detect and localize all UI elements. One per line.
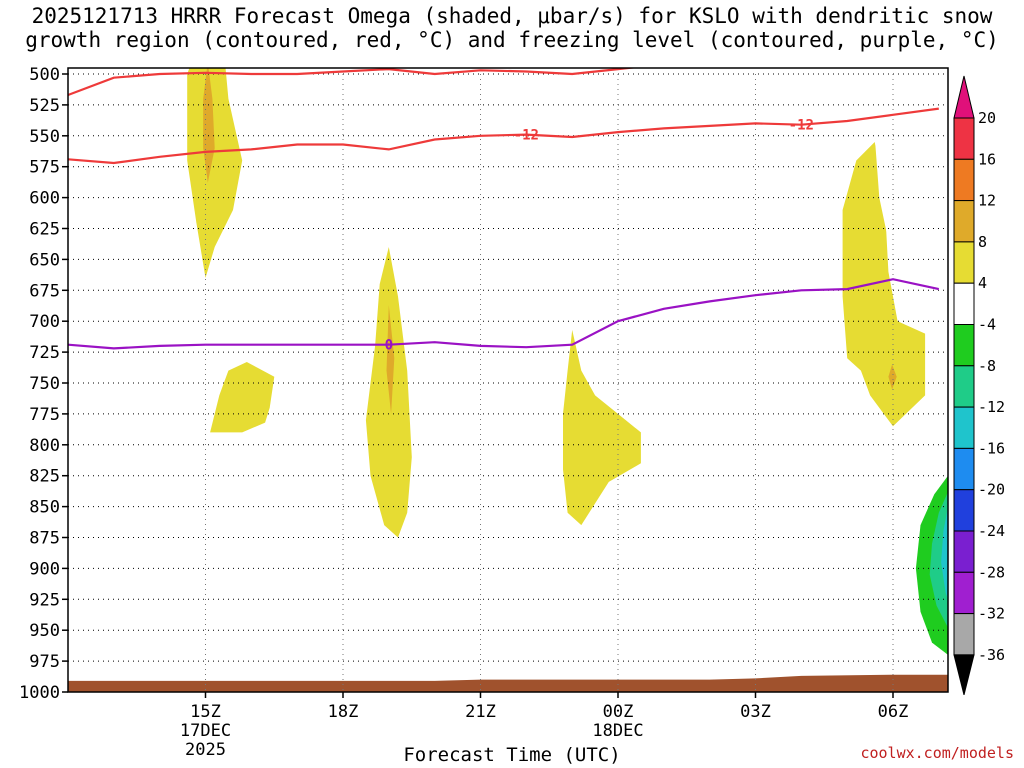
y-tick-label-650: 650 <box>29 250 60 270</box>
dgz-label-1-text: -12 <box>514 128 539 144</box>
watermark: coolwx.com/models <box>860 744 1014 762</box>
x-tick-label-03Z: 03Z <box>740 702 771 722</box>
colorbar-bin--28--24 <box>953 530 975 573</box>
colorbar-bin--32--28 <box>953 571 975 615</box>
colorbar-over-arrow <box>953 75 975 119</box>
omega-region-8 <box>737 104 774 328</box>
colorbar-bin-16-20 <box>953 117 975 160</box>
colorbar-label--28: -28 <box>978 563 1005 581</box>
y-tick-label-950: 950 <box>29 621 60 641</box>
colorbar-under-arrow <box>953 654 975 696</box>
x-tick-date-15Z: 17DEC <box>180 721 231 741</box>
freezing-level-label-text: 0 <box>385 338 393 354</box>
colorbar-label--20: -20 <box>978 481 1005 499</box>
colorbar-bin--36--32 <box>953 613 975 656</box>
colorbar-label-8: 8 <box>978 233 987 251</box>
y-tick-label-525: 525 <box>29 96 60 116</box>
omega-region-14 <box>929 491 948 628</box>
colorbar-label--8: -8 <box>978 357 996 375</box>
omega-region-1 <box>203 68 215 183</box>
omega-region-7 <box>563 329 641 526</box>
colorbar-label--4: -4 <box>978 316 996 334</box>
colorbar-bin-4-8 <box>953 241 975 284</box>
title-line-1: 2025121713 HRRR Forecast Omega (shaded, … <box>31 4 993 28</box>
x-tick-year-15Z: 2025 <box>185 740 226 760</box>
omega-region-12 <box>819 432 948 653</box>
colorbar-bin--8--4 <box>953 324 975 367</box>
colorbar-label-20: 20 <box>978 109 996 127</box>
y-tick-label-875: 875 <box>29 529 60 549</box>
dgz-label-1: -12 <box>514 128 539 144</box>
omega-region-2 <box>210 362 275 433</box>
title-line-2: growth region (contoured, red, °C) and f… <box>25 28 999 52</box>
colorbar-label-4: 4 <box>978 274 987 292</box>
y-tick-label-750: 750 <box>29 374 60 394</box>
y-tick-label-800: 800 <box>29 436 60 456</box>
dgz-label-2-text: -12 <box>789 118 814 134</box>
x-tick-date-00Z: 18DEC <box>592 721 643 741</box>
colorbar-label--36: -36 <box>978 646 1005 664</box>
omega-region-0 <box>187 68 243 278</box>
colorbar-label-12: 12 <box>978 192 996 210</box>
freezing-level-label: 0 <box>385 338 393 354</box>
x-tick-label-00Z: 00Z <box>603 702 634 722</box>
colorbar-label--12: -12 <box>978 398 1005 416</box>
colorbar-bin-12-16 <box>953 158 975 202</box>
colorbar-bin--4-4 <box>953 282 975 326</box>
y-tick-label-925: 925 <box>29 590 60 610</box>
y-tick-label-725: 725 <box>29 343 60 363</box>
y-tick-label-1000: 1000 <box>19 683 60 703</box>
colorbar-label--24: -24 <box>978 522 1005 540</box>
x-tick-label-18Z: 18Z <box>328 702 359 722</box>
y-tick-label-975: 975 <box>29 652 60 672</box>
y-tick-label-850: 850 <box>29 498 60 518</box>
y-tick-label-625: 625 <box>29 220 60 240</box>
dgz-upper-contour <box>68 68 639 97</box>
omega-region-11 <box>874 68 948 241</box>
plot-frame <box>67 67 949 693</box>
x-tick-label-06Z: 06Z <box>878 702 909 722</box>
y-tick-label-500: 500 <box>29 65 60 85</box>
x-tick-label-15Z: 15Z <box>190 702 221 722</box>
omega-region-15 <box>941 506 948 600</box>
y-tick-label-675: 675 <box>29 281 60 301</box>
y-tick-label-575: 575 <box>29 158 60 178</box>
y-tick-label-550: 550 <box>29 127 60 147</box>
y-tick-label-600: 600 <box>29 189 60 209</box>
colorbar-bin--20--16 <box>953 447 975 491</box>
omega-region-6 <box>475 203 541 421</box>
colorbar-bin--16--12 <box>953 406 975 449</box>
dgz-label-2: -12 <box>789 118 814 134</box>
y-tick-label-700: 700 <box>29 312 60 332</box>
x-tick-label-21Z: 21Z <box>465 702 496 722</box>
y-tick-label-775: 775 <box>29 405 60 425</box>
colorbar-label--32: -32 <box>978 605 1005 623</box>
colorbar-bin-8-12 <box>953 200 975 243</box>
chart-title: 2025121713 HRRR Forecast Omega (shaded, … <box>0 4 1024 52</box>
y-tick-label-825: 825 <box>29 467 60 487</box>
colorbar-label--16: -16 <box>978 439 1005 457</box>
dgz-lower-contour <box>68 107 939 165</box>
omega-region-10 <box>888 364 897 390</box>
omega-region-5 <box>386 305 395 414</box>
colorbar-bin--12--8 <box>953 365 975 408</box>
x-axis-label: Forecast Time (UTC) <box>403 744 621 766</box>
omega-region-3 <box>333 166 350 303</box>
terrain-fill <box>68 674 948 692</box>
colorbar-label-16: 16 <box>978 150 996 168</box>
y-tick-label-900: 900 <box>29 559 60 579</box>
omega-region-9 <box>842 142 926 427</box>
colorbar-bin--24--20 <box>953 489 975 532</box>
freezing-level-contour <box>68 278 940 350</box>
